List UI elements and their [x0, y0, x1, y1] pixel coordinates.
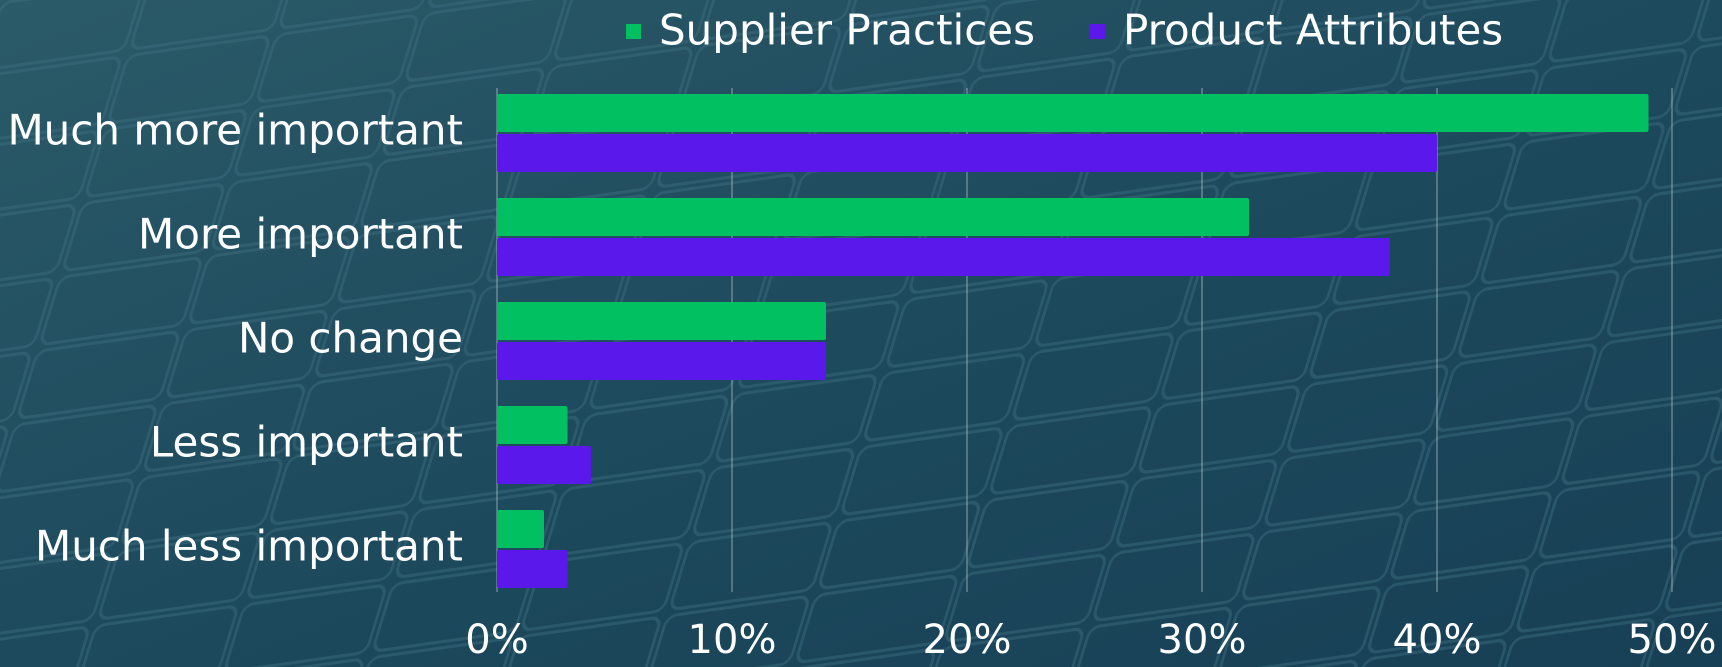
y-tick-label: Much more important — [7, 106, 463, 155]
bar — [497, 510, 544, 548]
bar — [497, 198, 1249, 236]
bar — [497, 94, 1649, 132]
y-tick-label: Much less important — [35, 522, 463, 571]
bar — [497, 550, 568, 588]
x-tick-label: 0% — [465, 617, 528, 663]
x-tick-label: 50% — [1628, 617, 1717, 663]
y-tick-label: More important — [138, 210, 463, 259]
bar — [497, 134, 1437, 172]
x-tick-label: 30% — [1158, 617, 1247, 663]
bar — [497, 342, 826, 380]
y-tick-label: Less important — [150, 418, 463, 467]
x-tick-label: 20% — [923, 617, 1012, 663]
x-tick-label: 10% — [688, 617, 777, 663]
x-tick-label: 40% — [1393, 617, 1482, 663]
legend-label: Supplier Practices — [659, 6, 1035, 55]
bar — [497, 238, 1390, 276]
bar — [497, 446, 591, 484]
legend-label: Product Attributes — [1123, 6, 1503, 55]
legend-swatch — [1090, 24, 1106, 39]
legend-swatch — [626, 24, 641, 39]
bar — [497, 302, 826, 340]
bar — [497, 406, 568, 444]
y-tick-label: No change — [238, 314, 463, 363]
